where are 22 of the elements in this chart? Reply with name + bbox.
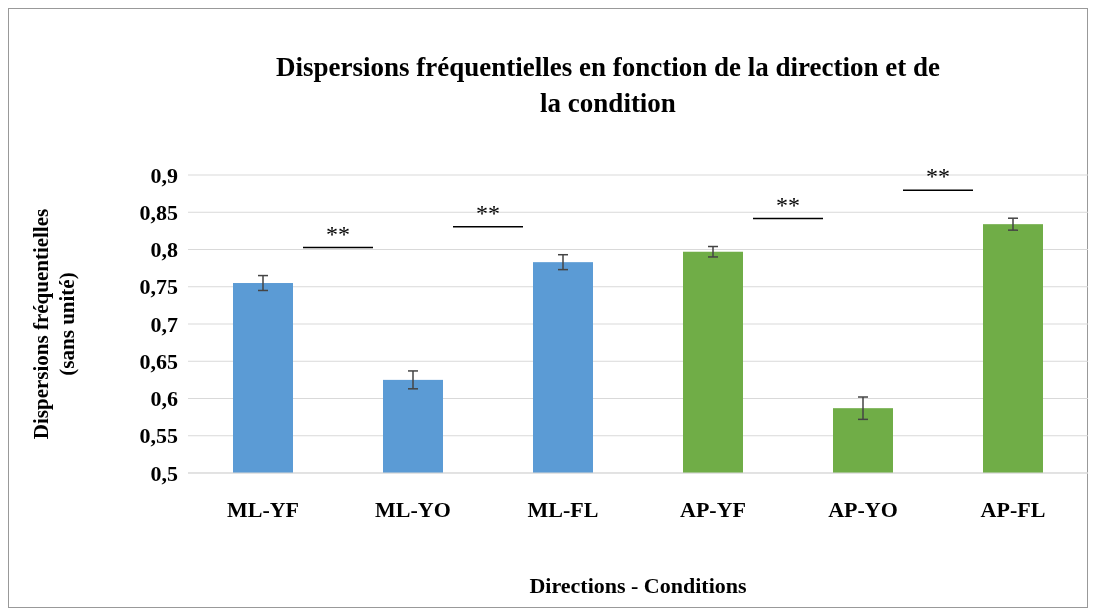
y-axis-title: Dispersions fréquentielles (sans unité) xyxy=(29,208,79,440)
x-axis-title: Directions - Conditions xyxy=(529,573,748,598)
y-tick-label: 0,85 xyxy=(139,199,178,225)
annotation: ** xyxy=(776,191,800,218)
y-tick-label: 0,6 xyxy=(150,386,178,412)
y-tick-label: 0,65 xyxy=(139,348,178,374)
x-tick-label: AP-YO xyxy=(828,497,898,522)
y-tick-label: 0,7 xyxy=(150,311,178,337)
x-tick-label: ML-YF xyxy=(226,497,300,522)
x-tick-label: AP-YF xyxy=(680,497,746,522)
y-tick-label: 0,5 xyxy=(150,460,178,486)
chart-title: Dispersions fréquentielles en fonction de la direction et de la condition xyxy=(276,52,940,118)
y-tick-label: 0,75 xyxy=(139,274,178,300)
annotation: ** xyxy=(326,220,350,247)
annotation: ** xyxy=(926,163,950,190)
y-tick-label: 0,8 xyxy=(150,237,178,263)
x-tick-label: AP-FL xyxy=(980,497,1046,522)
y-tick-label: 0,9 xyxy=(150,162,178,188)
annotation: ** xyxy=(476,199,500,226)
x-tick-label: ML-FL xyxy=(527,497,599,522)
y-tick-label: 0,55 xyxy=(139,423,178,449)
x-tick-label: ML-YO xyxy=(375,497,451,522)
